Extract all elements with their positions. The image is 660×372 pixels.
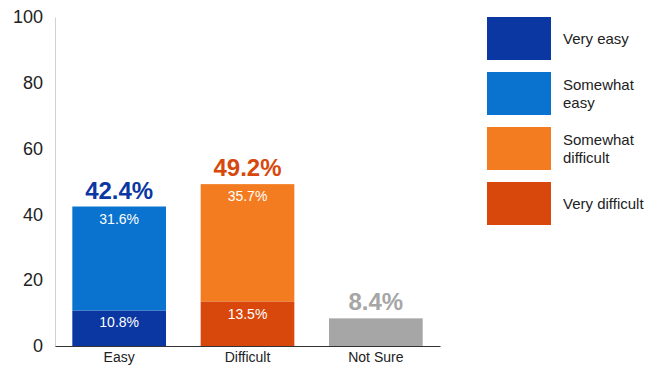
y-tick-label: 60 (23, 139, 43, 159)
y-tick: 100 (13, 7, 55, 27)
y-axis: 0 20 40 60 80 100 (13, 7, 56, 356)
bar-segment (201, 302, 295, 346)
total-label: 49.2% (213, 154, 281, 181)
data-label: 35.7% (228, 188, 268, 204)
y-tick: 60 (23, 139, 55, 159)
legend-entry: Very easy (563, 11, 655, 66)
x-tick-label: Not Sure (348, 349, 403, 365)
x-axis-line (56, 346, 441, 347)
data-label: 31.6% (99, 211, 139, 227)
legend-swatch (487, 182, 551, 225)
y-axis-line (55, 18, 56, 347)
legend-entry: Somewhat easy (563, 66, 655, 121)
y-tick-label: 20 (23, 270, 43, 290)
y-tick: 20 (23, 270, 55, 290)
legend: Very easy Somewhat easy Somewhat difficult… (487, 11, 655, 231)
legend-label: Somewhat easy (563, 76, 649, 112)
legend-label: Somewhat difficult (563, 131, 649, 167)
data-labels: 10.8% 31.6% 35.7% 13.5% 42.4% 49.2% 8.4% (85, 154, 403, 330)
x-tick: Not Sure (348, 346, 403, 365)
bar-segment (72, 310, 166, 346)
legend-box: Very easy (563, 11, 655, 66)
x-tick: Difficult (225, 346, 271, 365)
legend-entry: Somewhat difficult (563, 121, 655, 176)
bars (72, 184, 422, 346)
legend-label: Very difficult (563, 195, 649, 213)
y-tick-label: 0 (33, 336, 43, 356)
bar-segment (329, 318, 423, 346)
bar-segment (72, 207, 166, 311)
total-label: 8.4% (348, 288, 403, 315)
legend-box: Somewhat easy (563, 66, 655, 121)
y-tick: 80 (23, 73, 55, 93)
y-tick-label: 100 (13, 7, 43, 27)
legend-swatch (487, 127, 551, 170)
legend-swatch (487, 72, 551, 115)
x-tick-label: Difficult (225, 349, 271, 365)
y-tick-label: 40 (23, 205, 43, 225)
y-tick: 40 (23, 205, 55, 225)
total-label: 42.4% (85, 177, 153, 204)
x-tick: Easy (104, 346, 135, 365)
legend-box: Somewhat difficult (563, 121, 655, 176)
legend-entry: Very difficult (563, 176, 655, 231)
y-tick-label: 80 (23, 73, 43, 93)
data-label: 10.8% (99, 314, 139, 330)
legend-swatch (487, 17, 551, 60)
chart: 0 20 40 60 80 100 10.8% 31.6% 35.7% 13.5% 42.4% 49.… (0, 0, 660, 372)
y-tick: 0 (33, 336, 55, 356)
x-axis: Easy Difficult Not Sure (56, 346, 441, 365)
legend-box: Very difficult (563, 176, 655, 231)
bar-segment (201, 184, 295, 301)
data-label: 13.5% (228, 306, 268, 322)
legend-label: Very easy (563, 30, 649, 48)
x-tick-label: Easy (104, 349, 135, 365)
